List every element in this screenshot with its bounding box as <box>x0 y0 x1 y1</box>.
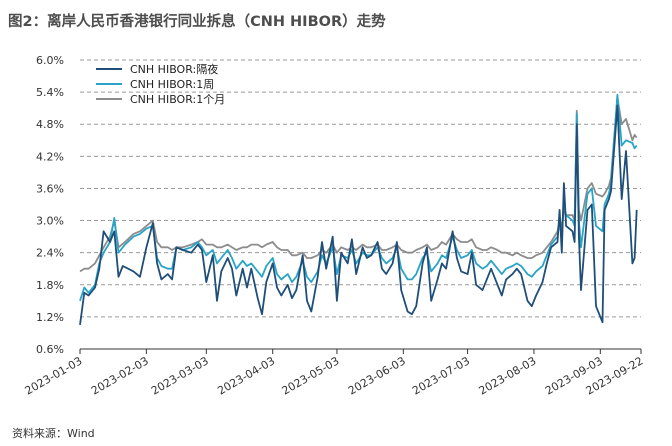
x-tick-label: 2023-06-03 <box>346 354 408 397</box>
x-tick-label: 2023-07-03 <box>410 354 472 397</box>
y-tick-label: 3.6% <box>36 182 64 195</box>
source-note: 资料来源：Wind <box>12 427 95 440</box>
legend: CNH HIBOR:隔夜 CNH HIBOR:1周 CNH HIBOR:1个月 <box>96 62 225 106</box>
y-tick-label: 1.2% <box>36 311 64 324</box>
legend-label: CNH HIBOR:隔夜 <box>130 62 218 76</box>
y-tick-label: 3.0% <box>36 215 64 228</box>
y-tick-label: 4.2% <box>36 150 64 163</box>
x-tick-label: 2023-05-03 <box>280 354 342 397</box>
grid-lines <box>80 59 641 318</box>
x-tick-label: 2023-02-03 <box>89 354 151 397</box>
x-tick-label: 2023-04-03 <box>215 354 277 397</box>
page-title: 图2：离岸人民币香港银行同业拆息（CNH HIBOR）走势 <box>8 14 386 30</box>
x-tick-label: 2023-03-03 <box>149 354 211 397</box>
y-tick-label: 2.4% <box>36 247 64 260</box>
y-tick-label: 6.0% <box>36 54 64 67</box>
series-line-1 <box>79 93 638 302</box>
x-tick-label: 2023-01-03 <box>23 354 85 397</box>
legend-label: CNH HIBOR:1周 <box>130 78 214 91</box>
x-tick-label: 2023-08-03 <box>477 354 539 397</box>
y-tick-label: 0.6% <box>36 343 64 356</box>
series-line-0 <box>79 104 638 326</box>
legend-label: CNH HIBOR:1个月 <box>130 93 225 106</box>
y-tick-label: 5.4% <box>36 86 64 99</box>
y-tick-label: 1.8% <box>36 279 64 292</box>
series-lines <box>79 93 638 326</box>
y-axis: 0.6% 1.2% 1.8% 2.4% 3.0% 3.6% 4.2% 4.8% 5.4% 6.0% <box>36 54 64 356</box>
y-tick-label: 4.8% <box>36 118 64 131</box>
